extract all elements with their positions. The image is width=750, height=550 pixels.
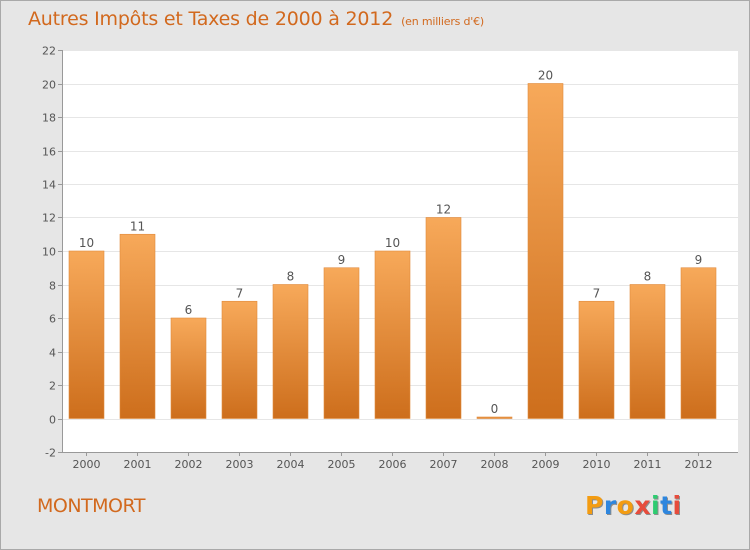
logo-letter: r bbox=[603, 491, 617, 520]
x-tick-label: 2001 bbox=[124, 458, 152, 471]
y-tick-label: -2 bbox=[45, 447, 56, 460]
data-label: 10 bbox=[79, 236, 94, 250]
y-tick-label: 6 bbox=[49, 313, 56, 326]
data-label: 0 bbox=[491, 402, 499, 416]
y-tick-label: 12 bbox=[42, 212, 56, 225]
data-label: 8 bbox=[644, 270, 652, 284]
y-tick-label: 20 bbox=[42, 79, 56, 92]
location-label: MONTMORT bbox=[37, 495, 145, 517]
data-label: 11 bbox=[130, 219, 145, 233]
x-tick-label: 2003 bbox=[226, 458, 254, 471]
x-tick-label: 2007 bbox=[430, 458, 458, 471]
logo-letter: t bbox=[660, 491, 673, 520]
bar bbox=[221, 300, 258, 419]
bar bbox=[170, 317, 207, 419]
y-tick-label: 22 bbox=[42, 45, 56, 58]
chart-unit: (en milliers d'€) bbox=[401, 15, 484, 28]
y-tick-label: 0 bbox=[49, 414, 56, 427]
logo-letter: o bbox=[616, 491, 635, 520]
bar bbox=[476, 416, 513, 419]
x-tick-label: 2009 bbox=[532, 458, 560, 471]
y-tick-label: 10 bbox=[42, 246, 56, 259]
logo-letter: x bbox=[634, 491, 651, 520]
grid-lines bbox=[62, 50, 738, 420]
bar bbox=[272, 284, 309, 419]
logo-letter: P bbox=[585, 491, 604, 520]
x-tick-label: 2011 bbox=[634, 458, 662, 471]
bar bbox=[578, 300, 615, 419]
bar bbox=[425, 217, 462, 419]
bars: 10 11 6 7 8 9 10 12 0 20 7 8 9 bbox=[68, 69, 717, 419]
x-tick-label: 2000 bbox=[73, 458, 101, 471]
logo-letter: i bbox=[672, 491, 682, 520]
bar bbox=[527, 83, 564, 419]
data-label: 8 bbox=[287, 270, 295, 284]
data-label: 20 bbox=[538, 69, 553, 83]
logo-letter: i bbox=[651, 491, 661, 520]
x-tick-label: 2008 bbox=[481, 458, 509, 471]
data-label: 7 bbox=[236, 286, 244, 300]
x-tick-label: 2005 bbox=[328, 458, 356, 471]
bar bbox=[629, 284, 666, 419]
bar bbox=[323, 267, 360, 419]
x-tick-label: 2010 bbox=[583, 458, 611, 471]
data-label: 12 bbox=[436, 203, 451, 217]
bar bbox=[374, 250, 411, 419]
y-tick-label: 16 bbox=[42, 146, 56, 159]
x-tick-label: 2002 bbox=[175, 458, 203, 471]
y-tick-label: 18 bbox=[42, 112, 56, 125]
y-tick-label: 8 bbox=[49, 280, 56, 293]
x-tick-label: 2012 bbox=[685, 458, 713, 471]
proxiti-logo: Proxiti bbox=[585, 491, 682, 520]
bar bbox=[119, 233, 156, 419]
chart-title: Autres Impôts et Taxes de 2000 à 2012 (en… bbox=[28, 8, 484, 30]
bar bbox=[680, 267, 717, 419]
y-tick-label: 2 bbox=[49, 380, 56, 393]
y-tick-label: 4 bbox=[49, 347, 56, 360]
data-label: 10 bbox=[385, 236, 400, 250]
chart-title-text: Autres Impôts et Taxes de 2000 à 2012 bbox=[28, 8, 394, 30]
x-tick-label: 2004 bbox=[277, 458, 305, 471]
data-label: 9 bbox=[338, 253, 346, 267]
x-tick-label: 2006 bbox=[379, 458, 407, 471]
data-label: 6 bbox=[185, 303, 193, 317]
data-label: 9 bbox=[695, 253, 703, 267]
bar bbox=[68, 250, 105, 419]
data-label: 7 bbox=[593, 286, 601, 300]
y-tick-label: 14 bbox=[42, 179, 56, 192]
